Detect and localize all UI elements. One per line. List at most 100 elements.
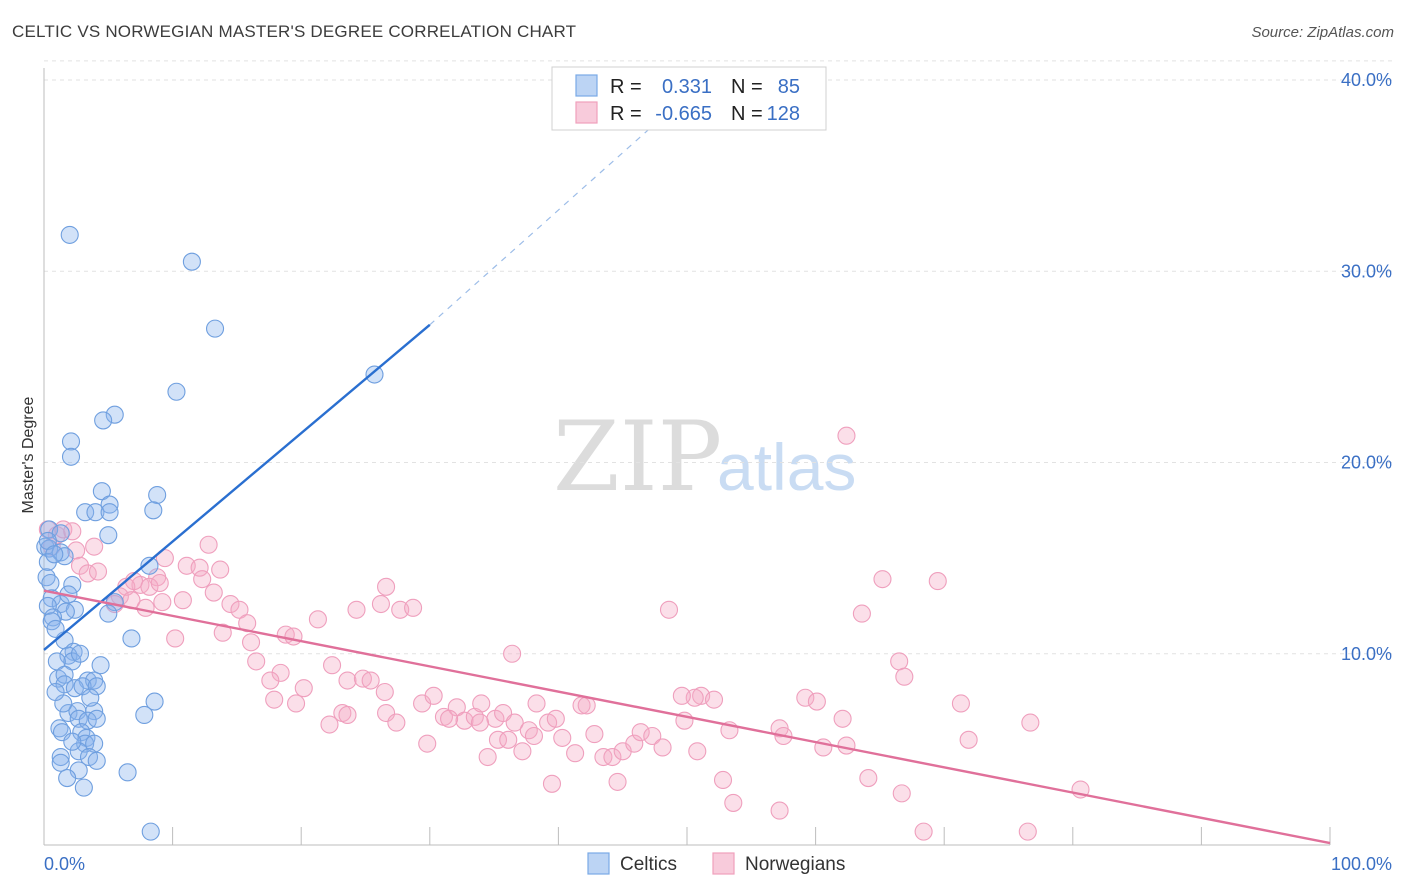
norwegians-point bbox=[387, 713, 406, 732]
norwegians-point bbox=[959, 730, 978, 749]
axes bbox=[43, 68, 1331, 846]
norwegians-point bbox=[287, 694, 306, 713]
norwegians-point bbox=[566, 744, 585, 763]
celtics-point bbox=[99, 526, 118, 545]
celtics-point bbox=[69, 742, 88, 761]
norwegians-point bbox=[284, 627, 303, 646]
x-tick-label: 100.0% bbox=[1331, 854, 1392, 874]
celtics-point bbox=[81, 688, 100, 707]
norwegians-legend-swatch bbox=[575, 101, 598, 124]
celtics-point bbox=[92, 482, 111, 501]
norwegians-point bbox=[271, 663, 290, 682]
norwegians-point bbox=[513, 742, 532, 761]
norwegians-point bbox=[308, 610, 327, 629]
norwegians-point bbox=[404, 598, 423, 617]
celtics-point bbox=[69, 709, 88, 728]
norwegians-point bbox=[63, 522, 82, 541]
celtics-point bbox=[55, 665, 74, 684]
norwegians-point bbox=[852, 604, 871, 623]
celtics-point bbox=[51, 753, 70, 772]
celtics-point bbox=[74, 778, 93, 797]
celtics-n-value: 85 bbox=[778, 76, 800, 98]
norwegians-point bbox=[320, 715, 339, 734]
celtics-point bbox=[45, 545, 64, 564]
norwegians-point bbox=[199, 535, 218, 554]
celtics-bottom-swatch bbox=[587, 852, 610, 875]
celtics-point bbox=[148, 485, 167, 505]
norwegians-point bbox=[323, 656, 342, 675]
norwegians-point bbox=[247, 652, 266, 671]
norwegians-point bbox=[724, 793, 743, 812]
norwegians-point bbox=[338, 671, 357, 690]
grid-lines bbox=[44, 60, 1392, 655]
norwegians-point bbox=[631, 723, 650, 742]
celtics-point bbox=[135, 705, 154, 725]
chart-title: CELTIC VS NORWEGIAN MASTER'S DEGREE CORR… bbox=[12, 22, 577, 41]
celtics-point bbox=[122, 629, 141, 648]
celtics-point bbox=[145, 692, 164, 711]
norwegians-point bbox=[807, 692, 826, 711]
norwegians-point bbox=[542, 774, 562, 793]
norwegians-point bbox=[488, 730, 508, 749]
celtics-point bbox=[63, 732, 82, 751]
norwegians-point bbox=[873, 570, 892, 589]
norwegians-legend-label: Norwegians bbox=[745, 854, 845, 875]
celtics-point bbox=[59, 703, 78, 723]
norwegians-point bbox=[150, 573, 169, 593]
norwegians-point bbox=[375, 682, 394, 702]
celtics-point bbox=[65, 600, 84, 619]
norwegians-point bbox=[859, 769, 878, 788]
norwegians-trend-line bbox=[43, 589, 1331, 845]
celtics-point bbox=[144, 501, 163, 520]
celtics-trend-line bbox=[43, 323, 431, 651]
celtics-point bbox=[76, 503, 95, 522]
norwegians-point bbox=[914, 822, 933, 841]
norwegians-point bbox=[546, 709, 565, 728]
norwegians-point bbox=[173, 591, 192, 610]
norwegians-bottom-swatch bbox=[712, 852, 735, 875]
celtics-r-label: R = bbox=[610, 76, 642, 98]
y-axis-label: Master's Degree bbox=[20, 396, 37, 513]
celtics-legend-swatch bbox=[575, 74, 598, 97]
norwegians-point bbox=[1021, 713, 1040, 732]
norwegians-point bbox=[585, 725, 604, 744]
celtics-point bbox=[58, 769, 77, 788]
norwegians-point bbox=[704, 690, 724, 709]
celtics-point bbox=[87, 751, 106, 770]
norwegians-point bbox=[190, 558, 209, 577]
celtics-point bbox=[51, 747, 70, 767]
norwegians-point bbox=[371, 594, 390, 614]
norwegians-point bbox=[204, 583, 223, 602]
celtics-point bbox=[118, 763, 137, 782]
norwegians-point bbox=[338, 705, 357, 725]
celtics-point bbox=[94, 411, 113, 430]
norwegians-r-label: R = bbox=[610, 103, 642, 125]
celtics-point bbox=[46, 619, 65, 638]
norwegians-point bbox=[166, 629, 185, 648]
celtics-point bbox=[140, 556, 159, 575]
norwegians-point bbox=[837, 426, 856, 445]
norwegians-point bbox=[643, 726, 662, 746]
y-tick-label: 10.0% bbox=[1341, 644, 1392, 664]
y-tick-label: 30.0% bbox=[1341, 261, 1392, 281]
norwegians-point bbox=[70, 556, 90, 575]
norwegians-point bbox=[470, 713, 490, 732]
norwegians-point bbox=[347, 600, 366, 619]
norwegians-point bbox=[294, 679, 313, 698]
norwegians-point bbox=[88, 562, 108, 581]
norwegians-point bbox=[672, 686, 691, 705]
norwegians-point bbox=[892, 784, 911, 803]
celtics-point bbox=[87, 677, 106, 696]
celtics-point bbox=[141, 822, 160, 841]
norwegians-point bbox=[796, 688, 815, 707]
norwegians-point bbox=[136, 598, 155, 617]
celtics-point bbox=[41, 573, 60, 593]
watermark-zip: ZIP bbox=[553, 401, 722, 513]
celtics-point bbox=[60, 225, 79, 244]
celtics-point bbox=[72, 723, 91, 742]
celtics-point bbox=[63, 575, 82, 594]
celtics-point bbox=[182, 252, 201, 271]
norwegians-point bbox=[261, 671, 280, 690]
y-tick-label: 40.0% bbox=[1341, 70, 1392, 90]
norwegians-point bbox=[221, 594, 240, 614]
